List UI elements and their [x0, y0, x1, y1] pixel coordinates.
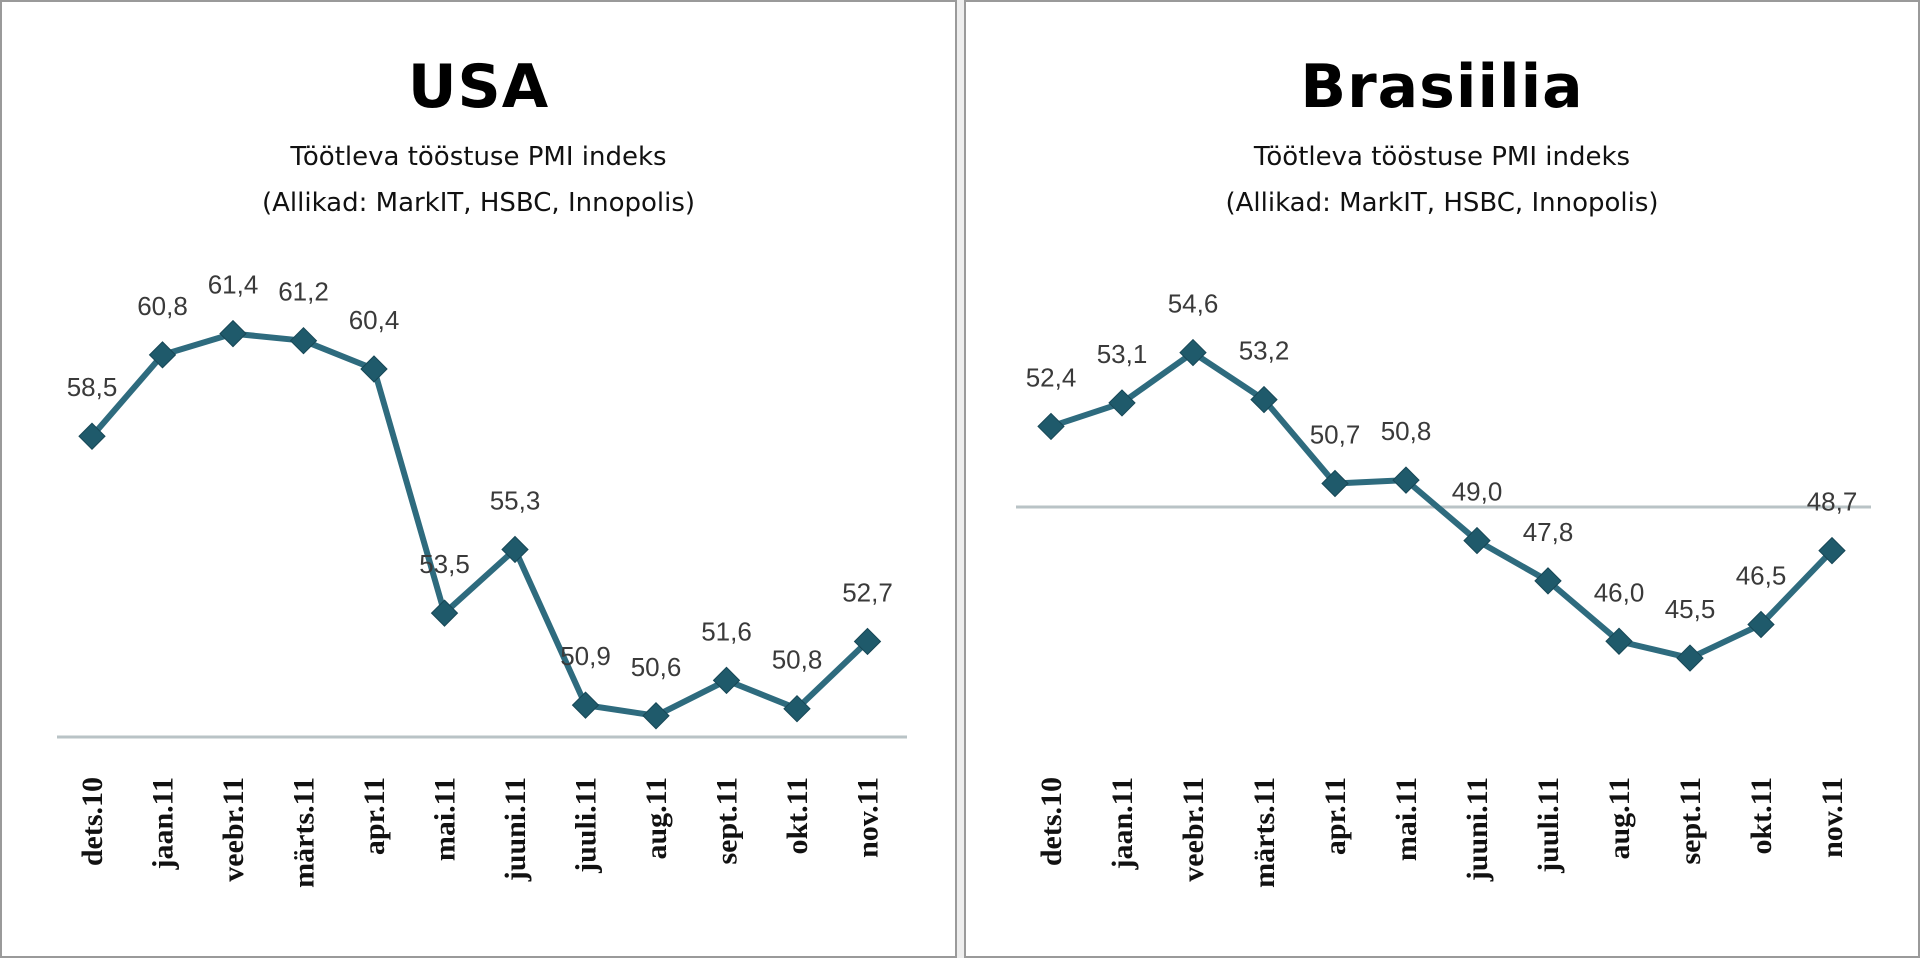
data-point-marker	[1037, 412, 1065, 441]
data-label: 47,8	[1523, 517, 1574, 547]
data-point-marker	[501, 535, 529, 564]
data-point-marker	[289, 326, 318, 355]
data-label: 61,2	[278, 277, 329, 307]
data-label: 50,8	[772, 645, 823, 675]
series-line	[89, 330, 870, 719]
data-point-marker	[1818, 536, 1846, 565]
x-tick-label: veebr.11	[1177, 777, 1210, 882]
x-tick-label: mai.11	[429, 777, 462, 861]
data-point-marker	[1108, 389, 1136, 417]
x-tick-label: dets.10	[1035, 777, 1068, 866]
data-label: 58,5	[67, 372, 118, 402]
x-tick-label: sept.11	[1674, 777, 1707, 865]
data-point-marker	[1463, 526, 1491, 555]
data-point-marker	[642, 702, 670, 730]
data-label: 60,4	[349, 305, 400, 335]
x-tick-label: juuli.11	[570, 777, 603, 874]
x-tick-label: sept.11	[711, 777, 744, 865]
data-label: 53,5	[419, 549, 470, 579]
chart-source: (Allikad: MarkIT, HSBC, Innopolis)	[1225, 188, 1659, 218]
x-tick-label: juuni.11	[499, 777, 532, 882]
x-tick-label: apr.11	[1319, 777, 1352, 855]
x-tick-label: nov.11	[852, 777, 885, 858]
x-tick-label: juuli.11	[1532, 777, 1565, 874]
usa-chart-panel: USA Töötleva tööstuse PMI indeks (Allika…	[0, 0, 957, 958]
x-tick-label: aug.11	[1603, 777, 1636, 860]
data-label: 48,7	[1807, 487, 1858, 517]
data-label: 60,8	[137, 291, 188, 321]
data-point-marker	[1250, 385, 1278, 414]
data-point-marker	[1321, 469, 1349, 498]
data-point-marker	[78, 422, 106, 450]
data-point-marker	[571, 691, 600, 719]
chart-subtitle: Töötleva tööstuse PMI indeks	[290, 142, 667, 172]
x-tick-label: mai.11	[1390, 777, 1423, 861]
chart-subtitle: Töötleva tööstuse PMI indeks	[1253, 142, 1631, 172]
data-point-marker	[1179, 338, 1207, 367]
brazil-line-chart: 52,4 dets.10 53,1 jaan.11 54,6 veebr.11 53,2 mä…	[1016, 289, 1871, 888]
data-label: 55,3	[490, 485, 541, 515]
x-tick-label: juuni.11	[1461, 777, 1494, 882]
data-point-marker	[1392, 466, 1420, 494]
x-tick-label: jaan.11	[1106, 777, 1139, 871]
data-label: 52,4	[1026, 362, 1077, 392]
series-line	[1050, 349, 1835, 662]
data-point-marker	[853, 627, 882, 656]
data-point-marker	[712, 666, 741, 695]
x-tick-label: dets.10	[76, 777, 109, 866]
x-tick-label: veebr.11	[217, 777, 250, 882]
data-label: 53,2	[1239, 336, 1290, 366]
data-point-marker	[1676, 644, 1704, 672]
data-point-marker	[783, 694, 811, 723]
data-label: 50,9	[560, 641, 611, 671]
data-point-marker	[148, 341, 177, 369]
x-tick-label: märts.11	[1248, 777, 1281, 888]
data-label: 51,6	[701, 616, 752, 646]
data-label: 50,6	[631, 652, 682, 682]
data-point-marker	[1605, 627, 1633, 655]
data-point-marker	[219, 319, 247, 348]
data-point-marker	[1534, 567, 1562, 595]
data-label: 61,4	[208, 270, 259, 300]
usa-line-chart: 58,5 dets.10 60,8 jaan.11 61,4 veebr.11 61,2 mä…	[57, 270, 907, 888]
data-label: 50,7	[1310, 420, 1361, 450]
x-tick-label: jaan.11	[147, 777, 180, 871]
data-label: 52,7	[842, 577, 893, 607]
x-tick-label: aug.11	[640, 777, 673, 860]
x-tick-label: okt.11	[781, 777, 814, 855]
data-point-marker	[1747, 610, 1775, 639]
chart-source: (Allikad: MarkIT, HSBC, Innopolis)	[261, 188, 696, 218]
chart-title: USA	[407, 52, 550, 122]
data-label: 46,0	[1594, 577, 1645, 607]
x-tick-label: okt.11	[1745, 777, 1778, 855]
data-label: 53,1	[1097, 339, 1148, 369]
data-label: 45,5	[1665, 594, 1716, 624]
data-point-marker	[430, 599, 459, 627]
data-point-marker	[360, 355, 388, 383]
data-label: 50,8	[1381, 416, 1432, 446]
chart-title: Brasiilia	[1300, 52, 1584, 122]
x-tick-label: nov.11	[1816, 777, 1849, 858]
x-tick-label: apr.11	[358, 777, 391, 855]
x-tick-label: märts.11	[288, 777, 321, 888]
panel-divider	[957, 0, 964, 958]
brazil-chart-panel: Brasiilia Töötleva tööstuse PMI indeks (…	[964, 0, 1920, 958]
data-label: 46,5	[1736, 561, 1787, 591]
data-label: 54,6	[1168, 289, 1219, 319]
data-label: 49,0	[1452, 477, 1503, 507]
